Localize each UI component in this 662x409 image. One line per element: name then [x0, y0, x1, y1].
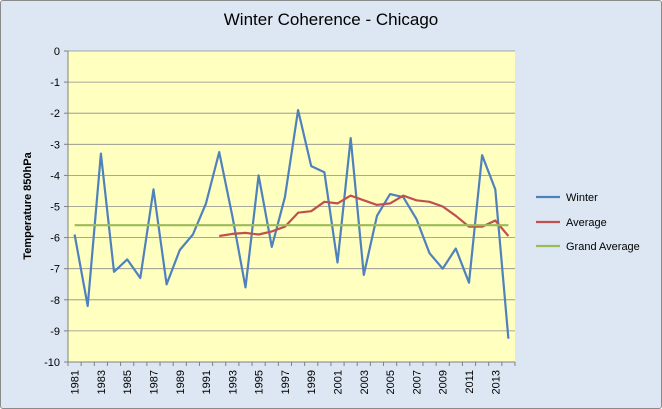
chart-title: Winter Coherence - Chicago	[223, 10, 439, 29]
y-tick-label: -3	[50, 139, 60, 151]
x-tick-label: 1991	[201, 370, 213, 394]
y-axis-label: Temperature 850hPa	[22, 151, 34, 259]
x-tick-label: 1981	[70, 370, 82, 394]
x-tick-label: 1995	[254, 370, 266, 394]
x-tick-label: 1993	[227, 370, 239, 394]
y-tick-label: -8	[50, 295, 60, 307]
y-tick-label: -1	[50, 77, 60, 89]
x-tick-label: 2009	[438, 370, 450, 394]
x-tick-label: 1999	[306, 370, 318, 394]
y-tick-label: -2	[50, 108, 60, 120]
x-tick-label: 2013	[490, 370, 502, 394]
legend-label: Average	[566, 217, 607, 229]
legend-label: Grand Average	[566, 241, 640, 253]
x-tick-label: 2003	[359, 370, 371, 394]
x-tick-label: 2001	[333, 370, 345, 394]
y-tick-label: -10	[44, 357, 60, 369]
x-tick-label: 1985	[122, 370, 134, 394]
x-tick-label: 1997	[280, 370, 292, 394]
y-tick-label: -4	[50, 170, 60, 182]
legend-label: Winter	[566, 192, 598, 204]
y-tick-label: 0	[54, 46, 60, 58]
x-tick-label: 2007	[411, 370, 423, 394]
x-tick-label: 1983	[96, 370, 108, 394]
y-tick-label: -9	[50, 326, 60, 338]
x-tick-label: 1987	[148, 370, 160, 394]
y-tick-label: -5	[50, 202, 60, 214]
y-tick-label: -6	[50, 233, 60, 245]
series-line-winter	[73, 108, 510, 339]
y-tick-label: -7	[50, 264, 60, 276]
x-tick-label: 2011	[464, 370, 476, 394]
x-tick-label: 1989	[175, 370, 187, 394]
series-line-average	[219, 194, 510, 238]
x-tick-label: 2005	[385, 370, 397, 394]
